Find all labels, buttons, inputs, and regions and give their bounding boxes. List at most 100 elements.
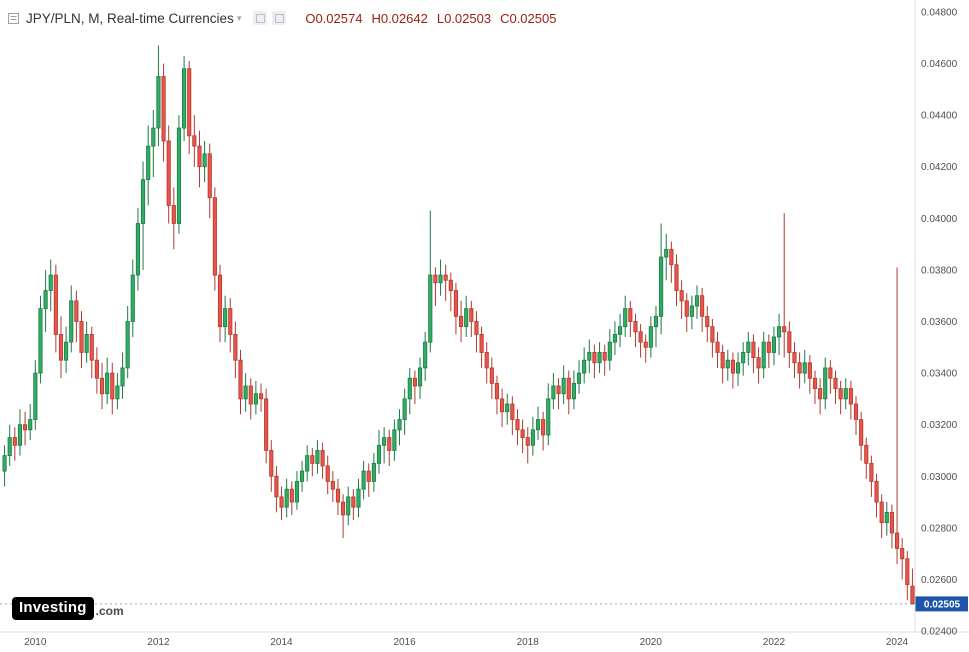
price-axis-label[interactable]: 0.03800 bbox=[921, 265, 958, 276]
candle-body bbox=[730, 359, 735, 374]
candle-body bbox=[84, 333, 89, 353]
price-axis-label[interactable]: 0.03000 bbox=[921, 472, 958, 483]
time-axis-label[interactable]: 2022 bbox=[763, 637, 786, 648]
last-price-tag: 0.02505 bbox=[915, 596, 968, 612]
candle-body bbox=[556, 385, 561, 395]
price-axis-label[interactable]: 0.04600 bbox=[921, 59, 958, 70]
price-axis-label[interactable]: 0.04800 bbox=[921, 8, 958, 19]
candle-body bbox=[771, 336, 777, 353]
candle-body bbox=[305, 455, 310, 472]
candle-body bbox=[161, 76, 166, 142]
price-axis-label[interactable]: 0.04200 bbox=[921, 162, 958, 173]
candle-body bbox=[469, 308, 474, 322]
candle-body bbox=[874, 481, 879, 503]
candle-body bbox=[279, 496, 284, 508]
price-axis-label[interactable]: 0.03400 bbox=[921, 369, 958, 380]
candle-body bbox=[648, 326, 653, 348]
candle-body bbox=[120, 367, 125, 387]
price-axis-label[interactable]: 0.02400 bbox=[921, 627, 958, 638]
candle-body bbox=[464, 308, 469, 328]
candle-body bbox=[58, 333, 64, 361]
candle-body bbox=[212, 197, 217, 276]
price-axis-label[interactable]: 0.02800 bbox=[921, 523, 958, 534]
candle-body bbox=[233, 333, 238, 361]
candle-body bbox=[289, 488, 294, 503]
symbol-title[interactable]: JPY/PLN, M, Real-time Currencies bbox=[26, 10, 234, 26]
candle-body bbox=[135, 223, 140, 276]
candle-body bbox=[392, 429, 397, 451]
candle-body bbox=[371, 462, 376, 482]
price-axis-label[interactable]: 0.04000 bbox=[921, 214, 958, 225]
time-axis-label[interactable]: 2014 bbox=[270, 637, 293, 648]
last-price-tag-bg bbox=[915, 596, 968, 612]
time-axis-label[interactable]: 2020 bbox=[640, 637, 663, 648]
candle-body bbox=[335, 488, 341, 503]
time-axis-label[interactable]: 2018 bbox=[517, 637, 540, 648]
candle-body bbox=[248, 385, 253, 405]
candle-body bbox=[402, 398, 407, 420]
candle-body bbox=[387, 437, 392, 451]
candle-body bbox=[351, 496, 356, 508]
candle-body bbox=[761, 341, 766, 369]
candle-body bbox=[833, 377, 838, 389]
logo-text: Investing bbox=[12, 597, 94, 620]
candle-body bbox=[238, 359, 243, 400]
candle-body bbox=[494, 382, 500, 400]
price-axis-label[interactable]: 0.03200 bbox=[921, 420, 958, 431]
candle-body bbox=[812, 377, 818, 389]
candle-body bbox=[710, 326, 715, 343]
candle-body bbox=[407, 377, 412, 400]
candle-body bbox=[146, 145, 151, 181]
candle-body bbox=[269, 450, 274, 477]
candle-body bbox=[525, 437, 530, 446]
candlestick-series bbox=[2, 45, 915, 605]
chart-menu-icon[interactable] bbox=[8, 12, 19, 24]
candle-body bbox=[325, 465, 330, 482]
candle-body bbox=[315, 450, 320, 464]
candle-body bbox=[64, 341, 69, 361]
price-axis-label[interactable]: 0.04400 bbox=[921, 111, 958, 122]
candle-body bbox=[192, 135, 197, 147]
candle-body bbox=[284, 488, 289, 508]
settings-icon[interactable] bbox=[253, 11, 268, 25]
candle-body bbox=[130, 274, 135, 322]
chevron-down-icon[interactable]: ▾ bbox=[236, 12, 242, 23]
time-axis-label[interactable]: 2010 bbox=[24, 637, 47, 648]
price-axis-label[interactable]: 0.03600 bbox=[921, 317, 958, 328]
candle-body bbox=[23, 424, 28, 431]
candle-body bbox=[89, 333, 94, 361]
candle-body bbox=[397, 419, 402, 431]
candle-body bbox=[2, 455, 7, 472]
candle-body bbox=[848, 388, 853, 405]
candle-body bbox=[33, 372, 38, 420]
candle-body bbox=[679, 290, 684, 302]
candle-body bbox=[12, 437, 17, 446]
price-axis-label[interactable]: 0.02600 bbox=[921, 575, 958, 586]
candle-body bbox=[818, 388, 823, 400]
candle-body bbox=[792, 352, 797, 364]
candle-body bbox=[171, 205, 176, 224]
candle-body bbox=[228, 308, 233, 335]
low-value: L0.02503 bbox=[436, 10, 492, 26]
candle-body bbox=[787, 331, 792, 353]
candle-body bbox=[7, 437, 12, 457]
camera-icon[interactable] bbox=[272, 11, 287, 25]
candle-body bbox=[433, 274, 438, 284]
candle-body bbox=[264, 398, 269, 451]
candle-body bbox=[382, 437, 387, 446]
candle-body bbox=[520, 429, 525, 438]
investing-logo[interactable]: Investing .com bbox=[12, 597, 124, 620]
time-axis-label[interactable]: 2016 bbox=[393, 637, 416, 648]
candle-body bbox=[79, 321, 84, 353]
candle-body bbox=[576, 372, 582, 384]
candle-body bbox=[879, 501, 884, 524]
high-value: H0.02642 bbox=[371, 10, 428, 26]
candle-body bbox=[782, 326, 787, 333]
candle-body bbox=[38, 308, 43, 374]
candle-body bbox=[202, 153, 207, 168]
time-axis-label[interactable]: 2024 bbox=[886, 637, 909, 648]
candle-body bbox=[217, 274, 223, 328]
candle-body bbox=[705, 315, 710, 328]
time-axis-label[interactable]: 2012 bbox=[147, 637, 170, 648]
